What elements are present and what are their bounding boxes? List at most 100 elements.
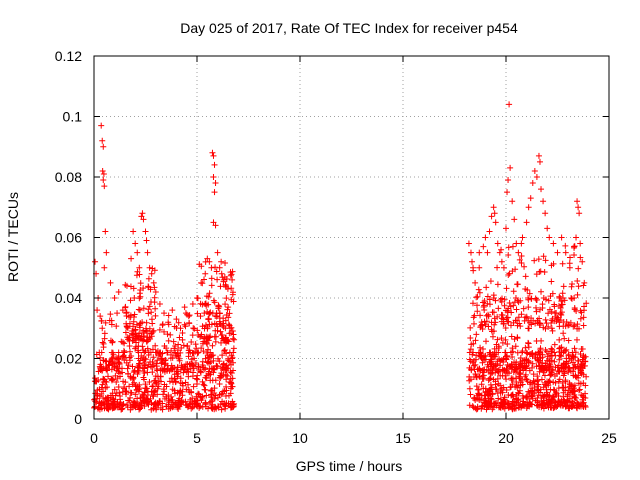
data-point xyxy=(491,345,498,352)
data-point xyxy=(177,325,184,332)
data-point xyxy=(223,400,230,407)
data-point xyxy=(481,302,488,309)
data-point xyxy=(558,344,565,351)
data-point xyxy=(202,400,209,407)
data-point xyxy=(134,369,141,376)
data-point xyxy=(497,296,504,303)
data-point xyxy=(209,149,216,156)
data-point xyxy=(149,391,156,398)
data-point xyxy=(191,325,198,332)
data-point xyxy=(490,292,497,299)
data-point xyxy=(536,351,543,358)
data-point xyxy=(214,394,221,401)
data-point xyxy=(148,309,155,316)
data-point xyxy=(190,383,197,390)
data-point xyxy=(512,317,519,324)
data-point xyxy=(94,387,101,394)
data-point xyxy=(217,283,224,290)
data-point xyxy=(486,375,493,382)
data-point xyxy=(578,362,585,369)
data-point xyxy=(194,403,201,410)
data-point xyxy=(97,361,104,368)
data-point xyxy=(210,357,217,364)
y-tick-label: 0 xyxy=(74,411,82,427)
data-point xyxy=(483,284,490,291)
data-point xyxy=(554,249,561,256)
data-point xyxy=(559,301,566,308)
data-point xyxy=(147,359,154,366)
data-point xyxy=(110,395,117,402)
data-point xyxy=(214,276,221,283)
data-point xyxy=(119,389,126,396)
data-point xyxy=(204,255,211,262)
data-point xyxy=(216,303,223,310)
data-point xyxy=(186,312,193,319)
data-point xyxy=(213,268,220,275)
data-point xyxy=(573,404,580,411)
data-point xyxy=(100,344,107,351)
data-point xyxy=(506,300,513,307)
data-point xyxy=(478,381,485,388)
data-point xyxy=(574,321,581,328)
data-point xyxy=(533,297,540,304)
data-point xyxy=(92,258,99,265)
data-point xyxy=(550,260,557,267)
data-point xyxy=(503,376,510,383)
data-point xyxy=(549,317,556,324)
data-point xyxy=(557,352,564,359)
data-point xyxy=(522,365,529,372)
data-point xyxy=(494,358,501,365)
data-point xyxy=(567,385,574,392)
data-point xyxy=(192,341,199,348)
data-point xyxy=(220,371,227,378)
data-point xyxy=(475,286,482,293)
data-point xyxy=(99,325,106,332)
data-point xyxy=(473,383,480,390)
data-point xyxy=(473,294,480,301)
data-point xyxy=(572,394,579,401)
data-point xyxy=(210,219,217,226)
data-point xyxy=(568,295,575,301)
data-point xyxy=(212,222,219,229)
data-point xyxy=(139,391,146,398)
data-point xyxy=(160,386,167,393)
data-point xyxy=(201,310,208,317)
data-point xyxy=(555,302,562,309)
data-point xyxy=(477,322,484,329)
data-point xyxy=(566,264,573,271)
data-point xyxy=(515,390,522,397)
data-point xyxy=(143,385,150,392)
data-point xyxy=(529,393,536,400)
data-point xyxy=(548,278,555,285)
data-point xyxy=(203,349,210,356)
data-point xyxy=(171,345,178,352)
data-point xyxy=(550,240,557,247)
data-point xyxy=(560,283,567,290)
data-point xyxy=(141,361,148,368)
data-point xyxy=(580,314,587,321)
data-point xyxy=(526,319,533,326)
data-point xyxy=(153,379,160,386)
data-point xyxy=(556,293,563,300)
data-point xyxy=(488,213,495,220)
data-point xyxy=(515,249,522,256)
chart-title: Day 025 of 2017, Rate Of TEC Index for r… xyxy=(180,20,518,36)
data-point xyxy=(502,324,509,331)
data-point xyxy=(126,383,133,390)
data-point xyxy=(517,370,524,377)
data-point xyxy=(194,372,201,379)
data-point xyxy=(182,310,189,317)
data-point xyxy=(228,369,235,376)
data-point xyxy=(122,329,129,336)
data-point xyxy=(136,264,143,271)
data-point xyxy=(567,254,574,261)
data-point xyxy=(100,177,107,184)
data-point xyxy=(140,333,147,340)
data-point xyxy=(571,322,578,329)
data-point xyxy=(146,303,153,310)
data-point xyxy=(490,376,497,383)
data-point xyxy=(497,396,504,403)
data-point xyxy=(145,275,152,282)
data-point xyxy=(211,189,218,196)
data-point xyxy=(551,341,558,348)
